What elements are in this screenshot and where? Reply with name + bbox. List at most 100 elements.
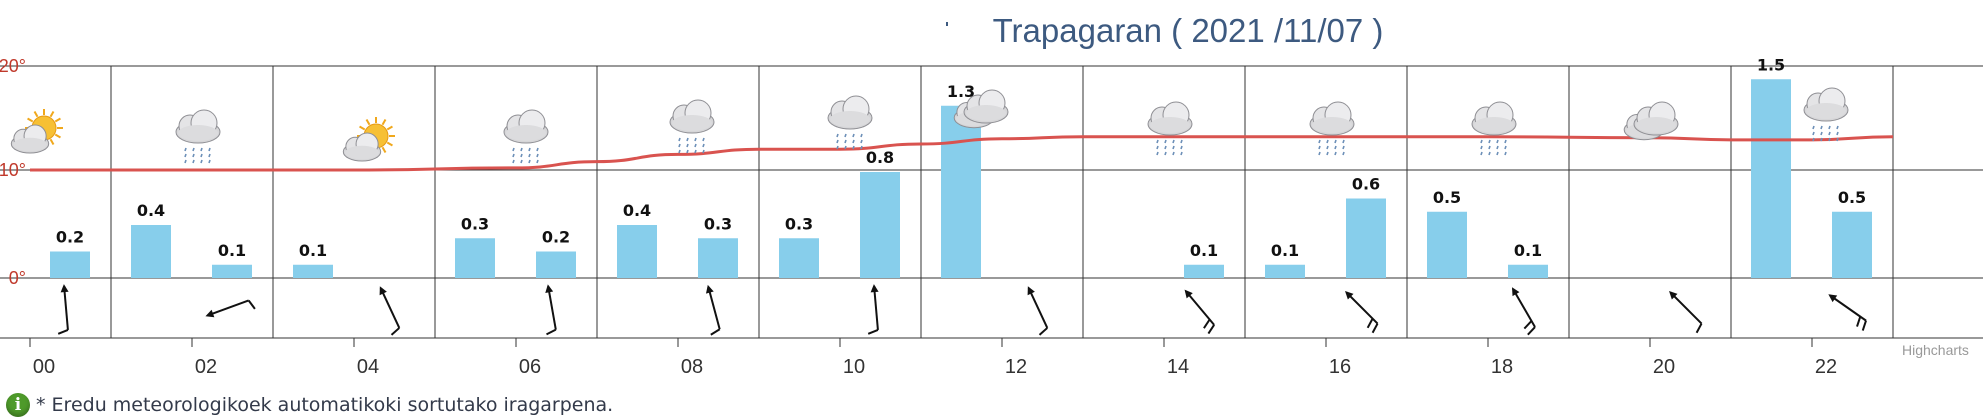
rain-drop: [694, 143, 697, 148]
rain-drop: [686, 137, 689, 142]
wind-barb: [710, 328, 721, 336]
x-tick-label: 06: [519, 356, 541, 378]
precip-value-label: 0.8: [866, 148, 894, 167]
rain-drop: [200, 159, 203, 164]
sun-ray: [54, 133, 61, 139]
precip-bar: [860, 172, 900, 278]
precip-value-label: 0.1: [1514, 241, 1542, 260]
rain-drop: [860, 145, 863, 150]
grid-lines: [0, 65, 1983, 339]
wind-shaft: [1829, 294, 1867, 322]
precip-bar: [1184, 264, 1224, 278]
wind-shaft: [1669, 291, 1703, 325]
rain-drop: [1318, 151, 1321, 156]
sun-ray: [359, 125, 366, 131]
precip-bar: [212, 264, 252, 278]
cloud-icon: [1623, 101, 1679, 141]
rain-drop: [1836, 137, 1839, 142]
precip-value-label: 0.6: [1352, 175, 1380, 194]
rain-drop: [1342, 151, 1345, 156]
rain-drop: [694, 137, 697, 142]
rain-drop: [702, 149, 705, 154]
rain-drop: [1480, 151, 1483, 156]
rain-drop: [852, 145, 855, 150]
rain-drop: [702, 143, 705, 148]
cloud-shape: [1312, 117, 1352, 133]
cloud-shape: [506, 125, 546, 141]
rain-drop: [1828, 131, 1831, 136]
wind-arrow-icon: [1828, 294, 1867, 331]
precip-bar: [1508, 264, 1548, 278]
rain-cloud-icon: [1471, 101, 1517, 156]
rain-drop: [192, 147, 195, 152]
rain-drop: [1812, 125, 1815, 130]
rain-drop: [1172, 145, 1175, 150]
wind-shaft: [379, 287, 401, 329]
rain-drop: [1820, 125, 1823, 130]
x-tick-label: 12: [1005, 356, 1027, 378]
cloud-shape: [1636, 117, 1676, 133]
x-tick-label: 14: [1167, 356, 1189, 378]
rain-drop: [1504, 139, 1507, 144]
wind-arrows: [57, 284, 1867, 336]
sun-ray: [386, 141, 393, 147]
rain-drop: [836, 133, 839, 138]
wind-barb: [546, 328, 557, 336]
wind-barb: [867, 328, 879, 335]
rain-drop: [1326, 151, 1329, 156]
wind-arrow-head: [1027, 286, 1035, 296]
precip-value-label: 0.4: [137, 201, 165, 220]
rain-drop: [208, 159, 211, 164]
wind-shaft: [1027, 287, 1049, 329]
x-tick-label: 16: [1329, 356, 1351, 378]
cloud-shape: [345, 145, 379, 160]
rain-drop: [836, 145, 839, 150]
x-tick-label: 02: [195, 356, 217, 378]
rain-drop: [1820, 131, 1823, 136]
wind-arrow-head: [1828, 294, 1838, 303]
precip-value-label: 0.1: [1190, 241, 1218, 260]
rain-drop: [536, 153, 539, 158]
rain-cloud-icon: [1147, 101, 1193, 156]
precip-bar: [536, 251, 576, 278]
rain-drop: [1836, 131, 1839, 136]
rain-drop: [1334, 139, 1337, 144]
wind-arrow-head: [379, 286, 387, 296]
wind-arrow-head: [705, 284, 714, 294]
rain-cloud-icon: [1803, 87, 1849, 142]
rain-drop: [520, 159, 523, 164]
rain-drop: [702, 137, 705, 142]
highcharts-credits[interactable]: Highcharts: [1902, 342, 1969, 358]
cloud-icon: [953, 89, 1009, 129]
wind-arrow-head: [60, 284, 69, 293]
wind-arrow-head: [1511, 287, 1520, 297]
rain-drop: [512, 153, 515, 158]
wind-shaft: [1345, 291, 1379, 325]
wind-barb: [247, 299, 256, 310]
precip-value-label: 0.5: [1433, 188, 1461, 207]
rain-drop: [1156, 145, 1159, 150]
rain-drop: [200, 153, 203, 158]
wind-barb: [1695, 323, 1703, 334]
wind-barb: [1038, 327, 1048, 336]
rain-drop: [1480, 139, 1483, 144]
wind-arrow-head: [205, 309, 215, 318]
x-tick-label: 08: [681, 356, 703, 378]
rain-drop: [844, 145, 847, 150]
precip-bar: [1427, 211, 1467, 278]
wind-shaft: [547, 286, 557, 330]
sun-ray: [49, 138, 55, 145]
rain-drop: [184, 159, 187, 164]
wind-arrow-head: [545, 284, 554, 293]
wind-shaft: [206, 299, 250, 317]
y-tick-label: 20°: [0, 56, 26, 76]
rain-drop: [1318, 145, 1321, 150]
rain-drop: [1180, 151, 1183, 156]
x-tick-label: 00: [33, 356, 55, 378]
precip-bar: [1346, 198, 1386, 278]
chart-title: Trapagaran ( 2021 /11/07 ): [993, 12, 1384, 49]
y-tick-label: 0°: [9, 268, 26, 288]
wind-arrow-head: [1184, 289, 1193, 299]
rain-drop: [1334, 151, 1337, 156]
rain-drop: [528, 153, 531, 158]
